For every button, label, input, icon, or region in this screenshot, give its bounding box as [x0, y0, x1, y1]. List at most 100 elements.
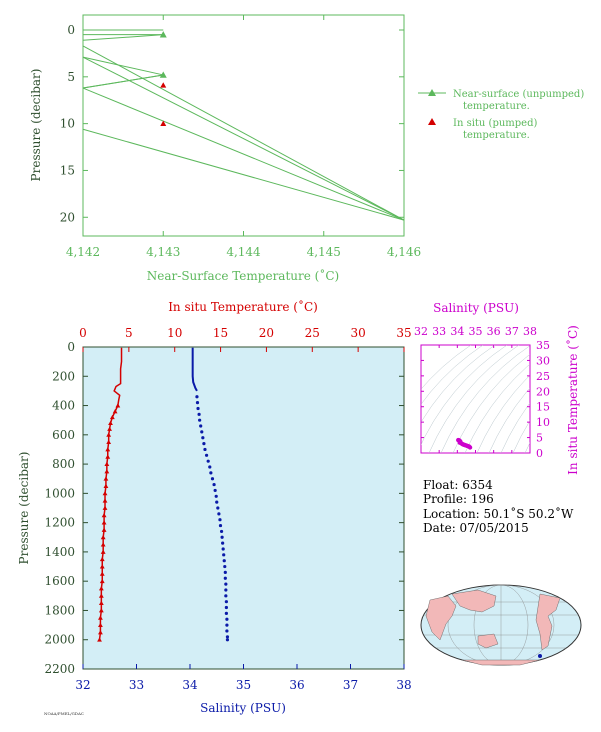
sal-tick-label: 33 — [129, 678, 144, 692]
salinity-point — [225, 623, 229, 627]
temperature-point — [102, 505, 108, 510]
salinity-point — [210, 477, 215, 481]
salinity-point — [204, 453, 209, 457]
top-y-tick-label: 0 — [67, 23, 75, 37]
temperature-point — [98, 622, 103, 628]
salinity-point — [223, 570, 227, 575]
temperature-point — [108, 420, 113, 426]
top-series-group — [82, 29, 405, 221]
temp-tick-label: 5 — [125, 326, 133, 340]
salinity-axis-ticks: 32 33 34 35 36 37 38 — [75, 664, 412, 692]
sal-tick-label: 36 — [289, 678, 304, 692]
ts-temperature-ticks: 0 5 10 15 20 25 30 35 — [421, 339, 550, 460]
float-id: Float: 6354 — [423, 478, 493, 492]
salinity-point — [214, 494, 218, 498]
ts-temp-tick-label: 20 — [536, 385, 550, 398]
ts-sal-tick-label: 38 — [523, 325, 537, 338]
salinity-point — [195, 395, 199, 399]
top-y-tick-label: 20 — [60, 210, 75, 224]
temp-tick-label: 25 — [305, 326, 320, 340]
pressure-tick-label: 0 — [67, 340, 75, 354]
pressure-tick-label: 400 — [52, 399, 75, 413]
ts-point — [467, 445, 473, 450]
top-y-axis-label: Pressure (decibar) — [29, 69, 43, 182]
in-situ-point — [160, 82, 167, 88]
ts-sal-tick-label: 35 — [469, 325, 483, 338]
density-contour — [452, 354, 530, 453]
in-situ-point — [160, 120, 167, 127]
salinity-point — [223, 576, 227, 580]
pressure-tick-label: 800 — [52, 457, 75, 471]
sal-tick-label: 32 — [75, 678, 90, 692]
ts-density-contours — [421, 345, 530, 453]
temperature-point — [102, 498, 108, 503]
salinity-point — [208, 465, 212, 469]
top-x-tick-label: 4,145 — [307, 245, 341, 259]
temperature-point — [98, 593, 104, 598]
salinity-point — [202, 442, 206, 446]
ts-sal-tick-label: 32 — [414, 325, 428, 338]
top-chart: 4,142 4,143 4,144 4,145 4,146 0 5 10 15 20 Near-… — [29, 14, 584, 283]
salinity-point — [212, 482, 216, 487]
salinity-point — [218, 523, 223, 528]
legend-red-marker — [428, 118, 436, 125]
density-contour — [421, 345, 484, 405]
ts-plot-frame — [420, 344, 531, 454]
salinity-point — [225, 635, 230, 639]
salinity-point — [224, 611, 228, 615]
temperature-point — [100, 534, 106, 540]
salinity-point — [219, 529, 224, 534]
salinity-point — [203, 447, 207, 452]
near-surface-segment — [82, 45, 405, 221]
salinity-point — [221, 547, 225, 551]
temperature-point — [106, 432, 112, 437]
salinity-point — [225, 617, 229, 621]
near-surface-point — [159, 71, 167, 78]
near-surface-segment — [82, 128, 405, 221]
salinity-point — [200, 430, 204, 434]
density-contour — [464, 363, 530, 453]
ts-temp-tick-label: 5 — [536, 432, 543, 445]
salinity-point — [195, 401, 200, 405]
temperature-point — [104, 461, 110, 467]
salinity-point — [224, 594, 228, 598]
salinity-point — [217, 512, 221, 516]
salinity-point — [216, 506, 220, 510]
ts-title: Salinity (PSU) — [433, 301, 519, 315]
temperature-point — [112, 409, 118, 414]
salinity-point — [224, 582, 228, 586]
temp-tick-label: 30 — [351, 326, 366, 340]
pressure-axis-ticks: 0 200 400 600 800 1000 1200 1400 1600 1800 2000 220… — [44, 340, 404, 676]
profile-plot-area — [82, 346, 405, 670]
salinity-point — [206, 459, 210, 463]
ts-temp-tick-label: 35 — [536, 339, 550, 352]
salinity-point — [198, 418, 202, 422]
top-x-ticks: 4,142 4,143 4,144 4,145 4,146 — [66, 15, 421, 259]
temperature-point — [99, 571, 105, 576]
density-contour — [428, 345, 520, 453]
temperature-point — [100, 549, 106, 554]
salinity-profile-line — [191, 347, 198, 392]
top-legend: Near-surface (unpumped) temperature. In … — [418, 89, 584, 141]
density-contour — [476, 374, 530, 453]
ts-y-axis-label: In situ Temperature (˚C) — [565, 325, 580, 475]
salinity-point — [221, 541, 225, 545]
legend-near-surface-line1: Near-surface (unpumped) — [453, 89, 584, 100]
pressure-tick-label: 2200 — [44, 662, 75, 676]
top-y-ticks: 0 5 10 15 20 — [60, 23, 404, 224]
salinity-point — [199, 424, 203, 428]
near-surface-segment — [82, 87, 405, 221]
temperature-point — [105, 447, 111, 452]
ts-temp-tick-label: 30 — [536, 354, 550, 367]
ts-temp-tick-label: 15 — [536, 401, 550, 414]
top-y-tick-label: 5 — [67, 70, 75, 84]
salinity-point — [218, 518, 222, 522]
profile-chart: 0 5 10 15 20 25 30 35 32 33 34 35 36 37 38 0 200 400 600… — [17, 299, 412, 715]
date: Date: 07/05/2015 — [423, 521, 529, 535]
density-contour — [488, 387, 530, 453]
temperature-point — [103, 483, 109, 488]
top-y-tick-label: 10 — [60, 117, 75, 131]
temperature-point — [98, 630, 103, 635]
pressure-tick-label: 2000 — [44, 633, 75, 647]
